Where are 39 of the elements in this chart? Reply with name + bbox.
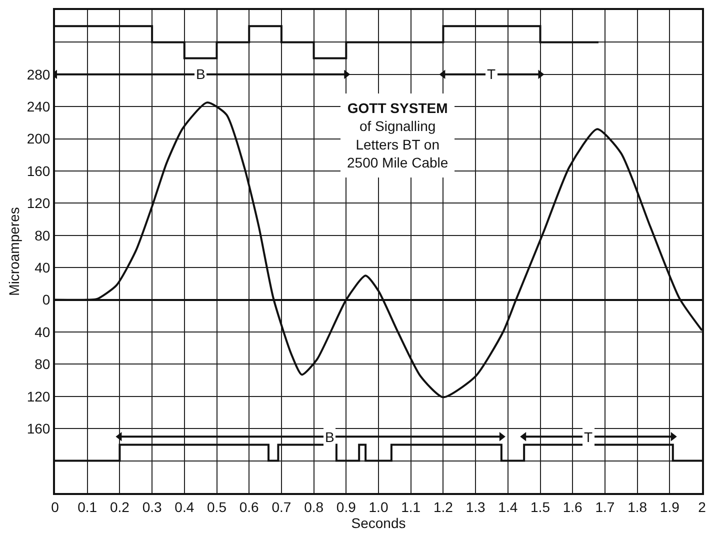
y-tick-label: 0 (42, 292, 50, 308)
y-tick-label: 160 (26, 162, 50, 179)
x-tick-label: 1.8 (628, 498, 648, 515)
annotation: T (584, 429, 593, 445)
annotation: B (325, 429, 334, 445)
x-tick-label: 1.9 (660, 498, 680, 515)
x-tick-label: 0.2 (110, 498, 130, 515)
x-tick-label: 0.3 (142, 498, 162, 515)
x-tick-label: 0.9 (336, 498, 356, 515)
y-tick-label: 200 (26, 130, 50, 147)
x-tick-label: 1.5 (530, 498, 550, 515)
text: GOTT SYSTEM of Signalling Letters BT on 2500 Mile Cable (347, 100, 448, 171)
y-tick-label: 40 (34, 260, 50, 276)
annotation: B (196, 66, 206, 82)
x-tick-label: 0.5 (207, 498, 227, 515)
x-tick-label: 0.7 (272, 498, 292, 515)
x-tick-label: 1.1 (401, 498, 421, 515)
y-tick-label: 120 (26, 388, 50, 404)
x-tick-label: 0.1 (78, 498, 98, 515)
y-axis-title: Microamperes (6, 207, 22, 296)
annotation: T (487, 66, 496, 82)
y-tick-label: 120 (26, 195, 50, 212)
y-tick-label: 280 (26, 66, 50, 82)
x-tick-label: 1.2 (433, 498, 454, 515)
x-tick-label: 0.4 (174, 498, 194, 515)
x-tick-label: 1.4 (498, 498, 518, 515)
y-tick-label: 80 (34, 356, 50, 372)
x-tick-label: 0.8 (304, 498, 324, 515)
y-tick-label: 40 (34, 324, 50, 340)
x-tick-label: 1.3 (466, 498, 486, 515)
x-tick-label: 2 (698, 498, 706, 515)
x-tick-label: 1.6 (562, 498, 583, 515)
y-tick-label: 160 (26, 420, 50, 436)
x-tick-label: 1.0 (368, 498, 388, 515)
x-tick-label: 0.6 (239, 498, 260, 515)
x-tick-label: 1.7 (595, 498, 615, 515)
y-tick-label: 240 (26, 98, 50, 114)
y-tick-label: 80 (34, 227, 50, 244)
x-axis-title: Seconds (351, 514, 406, 531)
